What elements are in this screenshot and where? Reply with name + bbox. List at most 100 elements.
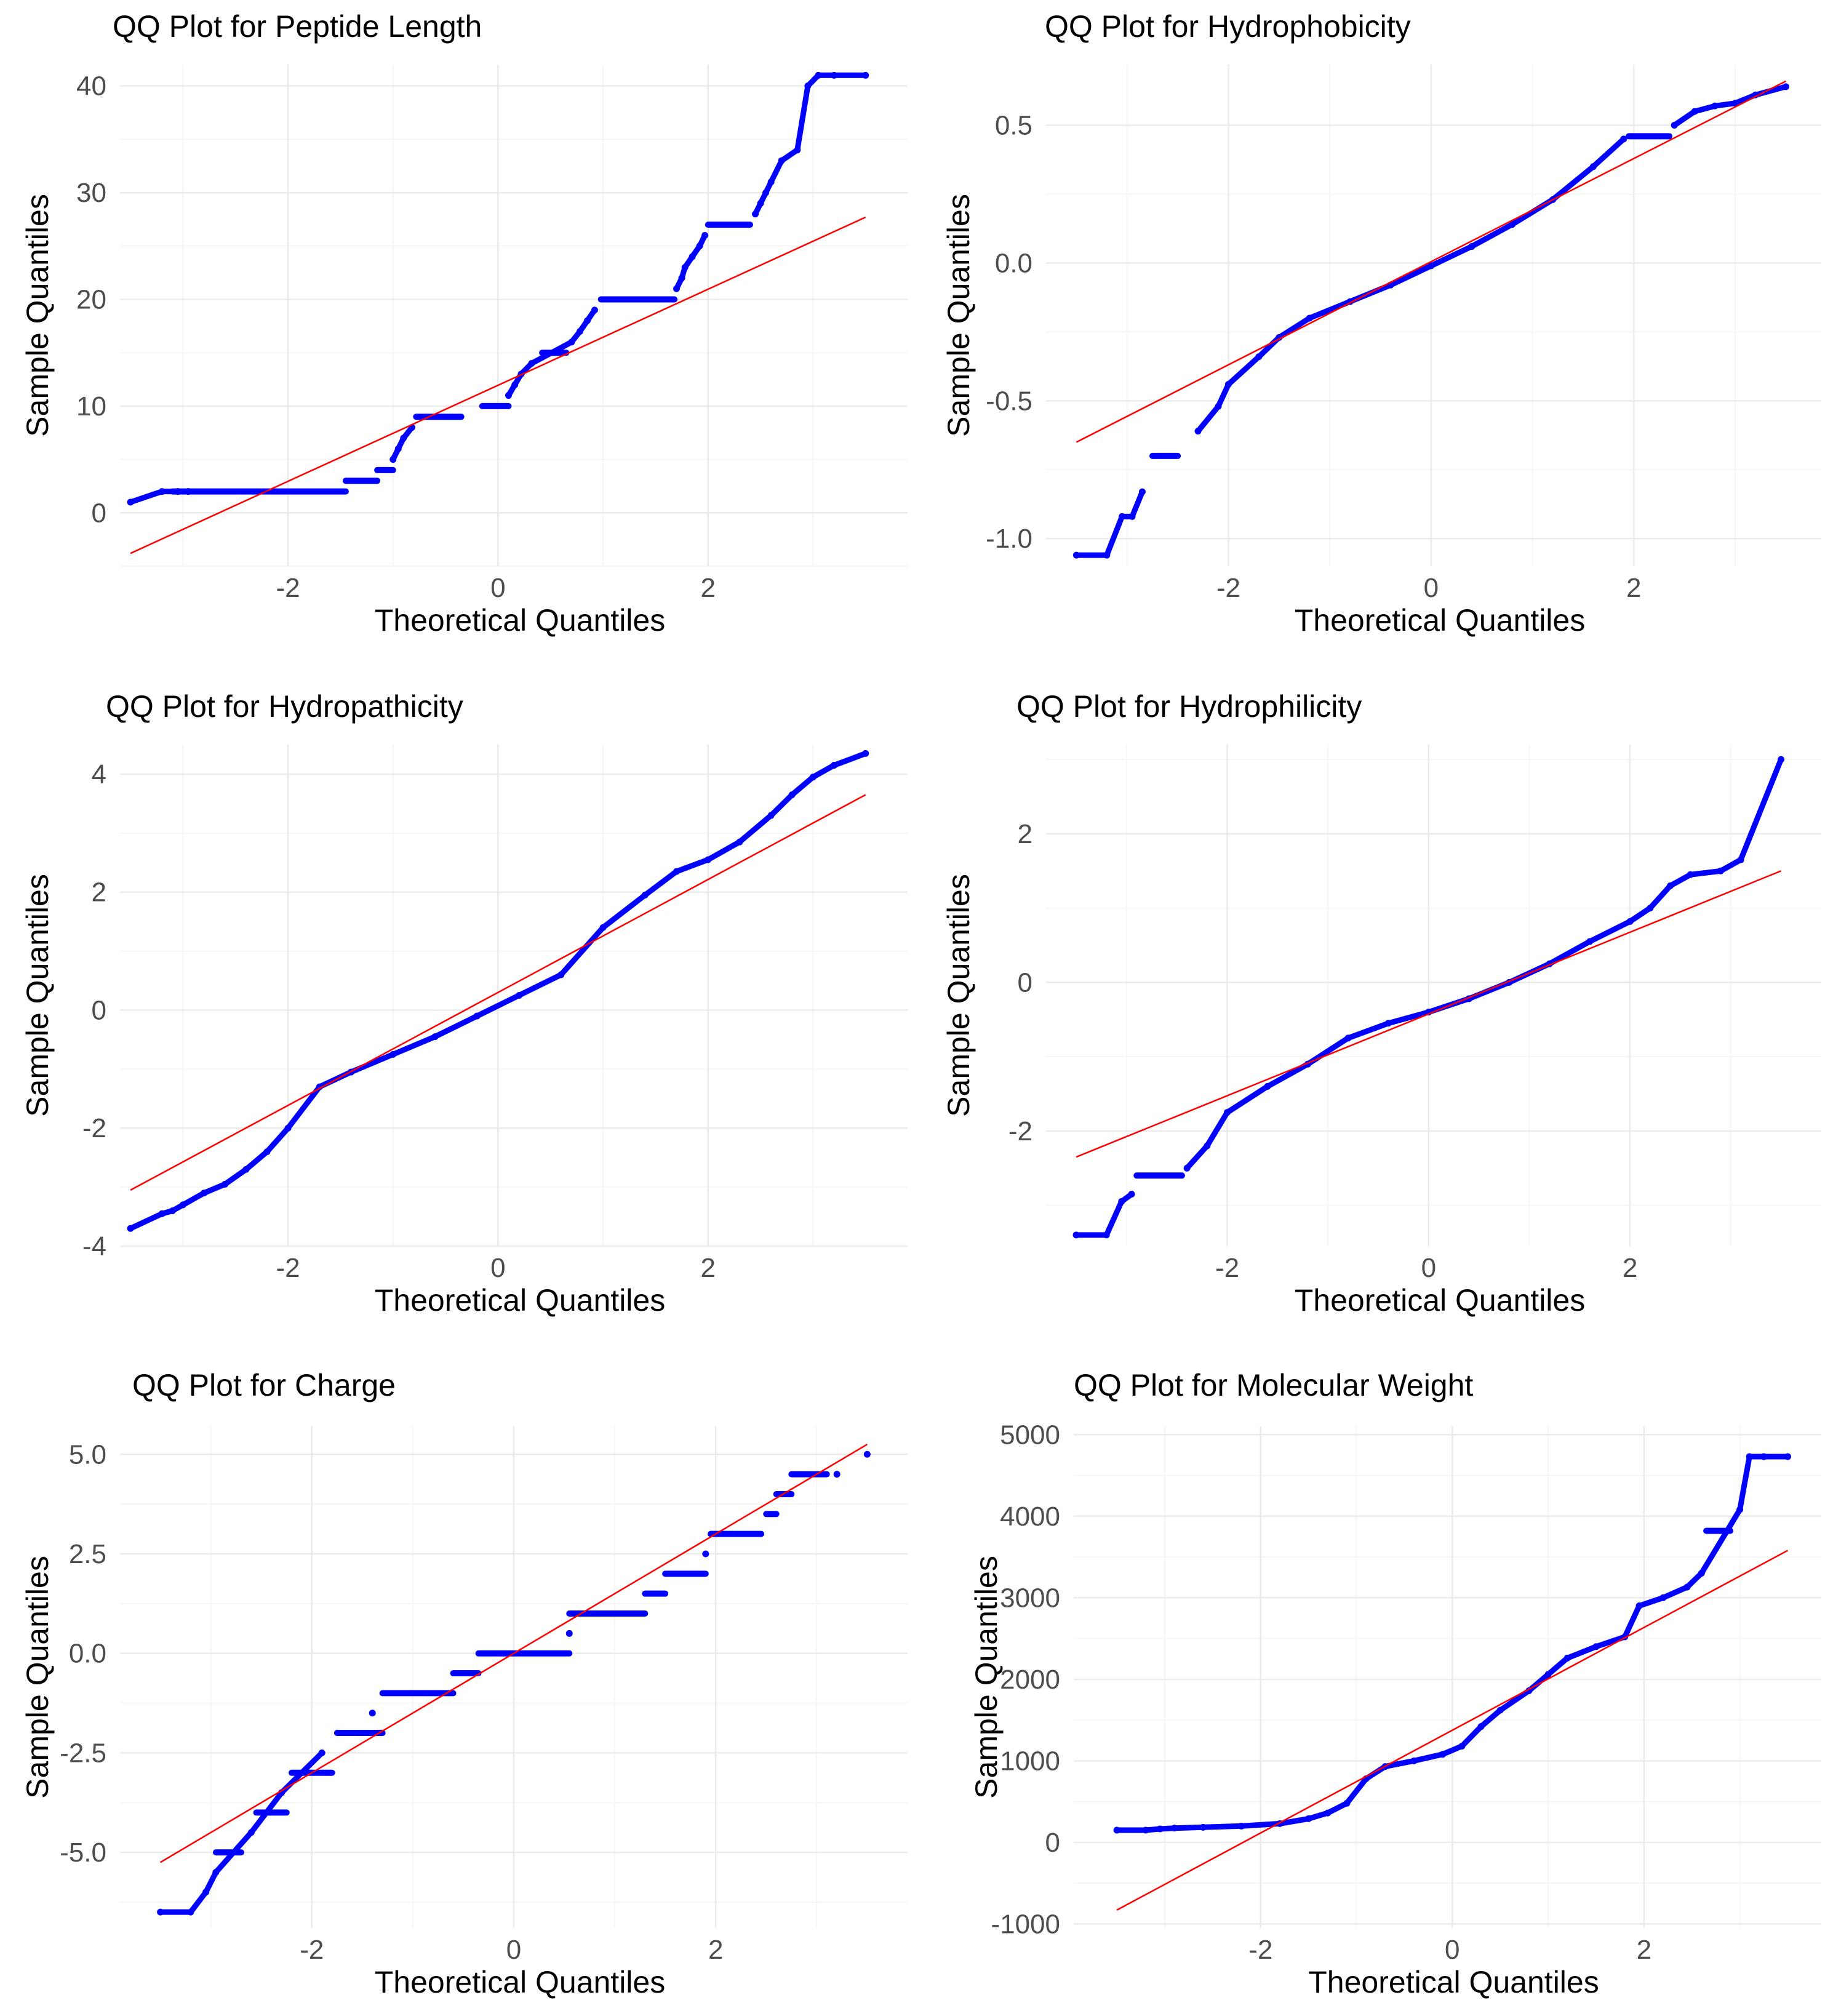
sample-quantile-point (1119, 513, 1126, 520)
sample-quantile-point (794, 146, 801, 154)
y-tick-label: 20 (76, 284, 106, 314)
sample-quantile-point (1344, 1034, 1352, 1042)
sample-quantile-point (833, 1471, 841, 1478)
sample-quantile-point (568, 338, 575, 346)
sample-quantile-point (1113, 1826, 1120, 1834)
sample-quantile-point (127, 1225, 134, 1232)
sample-quantile-point (1384, 1020, 1392, 1027)
sample-quantile-point (583, 317, 591, 324)
y-tick-label: 5.0 (69, 1439, 106, 1470)
sample-quantile-curve (127, 489, 191, 505)
sample-quantile-point (1343, 1799, 1351, 1807)
sample-quantile-point (831, 762, 838, 769)
reference-line (130, 216, 866, 554)
sample-quantile-point (1324, 1809, 1332, 1817)
sample-quantile-point (1103, 1231, 1110, 1239)
sample-quantile-point (702, 1550, 709, 1558)
x-tick-label: -2 (300, 1935, 324, 1965)
sample-quantile-point (505, 392, 512, 399)
sample-quantile-point (174, 488, 182, 495)
sample-quantile-point (1183, 1164, 1191, 1172)
sample-quantile-point (1683, 1583, 1691, 1591)
x-tick-label: -2 (1248, 1935, 1272, 1965)
x-axis-label: Theoretical Quantiles (1308, 1965, 1599, 1999)
sample-quantile-point (1589, 163, 1597, 170)
x-tick-label: -2 (1216, 573, 1240, 603)
sample-quantile-point (705, 856, 712, 863)
sample-quantile-point (591, 306, 598, 314)
y-tick-label: 10 (76, 391, 106, 422)
x-axis-label: Theoretical Quantiles (375, 1965, 665, 1999)
sample-quantile-point (767, 178, 775, 186)
sample-quantile-point (1698, 1570, 1705, 1577)
y-tick-label: 5000 (1000, 1420, 1060, 1450)
sample-quantile-point (1224, 1109, 1231, 1116)
sample-quantile-point (389, 456, 397, 463)
sample-quantile-point (394, 445, 402, 452)
qq-panel-6: -2 0 2 -1000 0 1000 2000 3000 4000 5000 Theoretica… (969, 1368, 1821, 1999)
sample-quantile-point (400, 434, 407, 442)
sample-quantile-point (1687, 871, 1694, 878)
y-tick-label: 4000 (1000, 1502, 1060, 1532)
sample-quantile-point (815, 71, 822, 79)
sample-quantile-point (678, 274, 685, 282)
x-axis-label: Theoretical Quantiles (375, 603, 665, 638)
sample-quantile-point (1647, 905, 1654, 912)
sample-quantile-point (1264, 1082, 1271, 1090)
sample-quantile-point (1458, 1742, 1466, 1750)
sample-quantile-point (284, 1124, 292, 1132)
sample-quantile-point (1305, 1815, 1312, 1822)
sample-quantile-point (1731, 100, 1739, 107)
x-tick-label: -2 (276, 573, 300, 603)
y-tick-label: 0 (92, 498, 106, 528)
sample-quantile-point (169, 1207, 176, 1214)
sample-quantile-point (1128, 513, 1136, 520)
y-tick-label: 2 (1018, 819, 1032, 849)
chart-title: QQ Plot for Charge (132, 1368, 396, 1402)
sample-quantile-curve (1184, 756, 1784, 1171)
sample-quantile-point (1711, 102, 1719, 110)
sample-quantile-point (1072, 551, 1080, 559)
y-tick-label: 1000 (1000, 1746, 1060, 1776)
sample-quantile-point (1620, 135, 1627, 143)
sample-quantile-point (1782, 83, 1789, 90)
sample-quantile-point (185, 488, 192, 495)
x-axis-label: Theoretical Quantiles (1295, 603, 1585, 638)
y-axis-label: Sample Quantiles (941, 874, 976, 1117)
sample-quantile-point (1215, 402, 1222, 410)
y-tick-label: 30 (76, 178, 106, 208)
sample-quantile-point (187, 1908, 194, 1916)
y-tick-label: -1000 (991, 1909, 1060, 1939)
sample-quantile-point (1659, 1594, 1667, 1601)
chart-title: QQ Plot for Hydrophobicity (1045, 9, 1411, 44)
sample-quantile-point (577, 328, 584, 335)
sample-quantile-point (701, 231, 709, 239)
qq-panel-3: -2 0 2 -4 -2 0 2 4 Theoretical Quantiles Sample Q… (20, 689, 908, 1318)
x-tick-label: 2 (700, 1253, 715, 1283)
sample-quantile-curve (390, 425, 415, 463)
sample-quantile-point (1737, 856, 1744, 863)
sample-quantile-point (528, 360, 535, 367)
sample-quantile-curve (1671, 84, 1789, 128)
sample-quantile-point (242, 1166, 250, 1173)
sample-quantile-point (1142, 1826, 1149, 1834)
sample-quantile-point (1156, 1825, 1164, 1833)
sample-quantile-point (1410, 1757, 1418, 1764)
sample-quantile-point (1691, 108, 1698, 115)
sample-quantile-point (1746, 1453, 1753, 1460)
sample-quantile-curve (1195, 136, 1627, 434)
qq-panel-2: -2 0 2 -1.0 -0.5 0.0 0.5 Theoretical Quantiles S… (941, 9, 1821, 638)
y-axis-label: Sample Quantiles (969, 1556, 1004, 1799)
sample-quantile-point (247, 1829, 255, 1836)
qq-panel-5: -2 0 2 -5.0 -2.5 0.0 2.5 5.0 Theoretical Quantil… (20, 1368, 908, 1999)
sample-quantile-point (689, 253, 696, 260)
y-tick-label: 0 (92, 995, 106, 1025)
sample-quantile-point (158, 488, 166, 495)
sample-quantile-point (1238, 1822, 1245, 1830)
sample-quantile-point (1306, 314, 1313, 322)
sample-quantile-point (778, 157, 785, 164)
y-tick-label: 4 (92, 759, 106, 790)
sample-quantile-point (158, 1210, 166, 1217)
y-axis-label: Sample Quantiles (20, 874, 55, 1117)
